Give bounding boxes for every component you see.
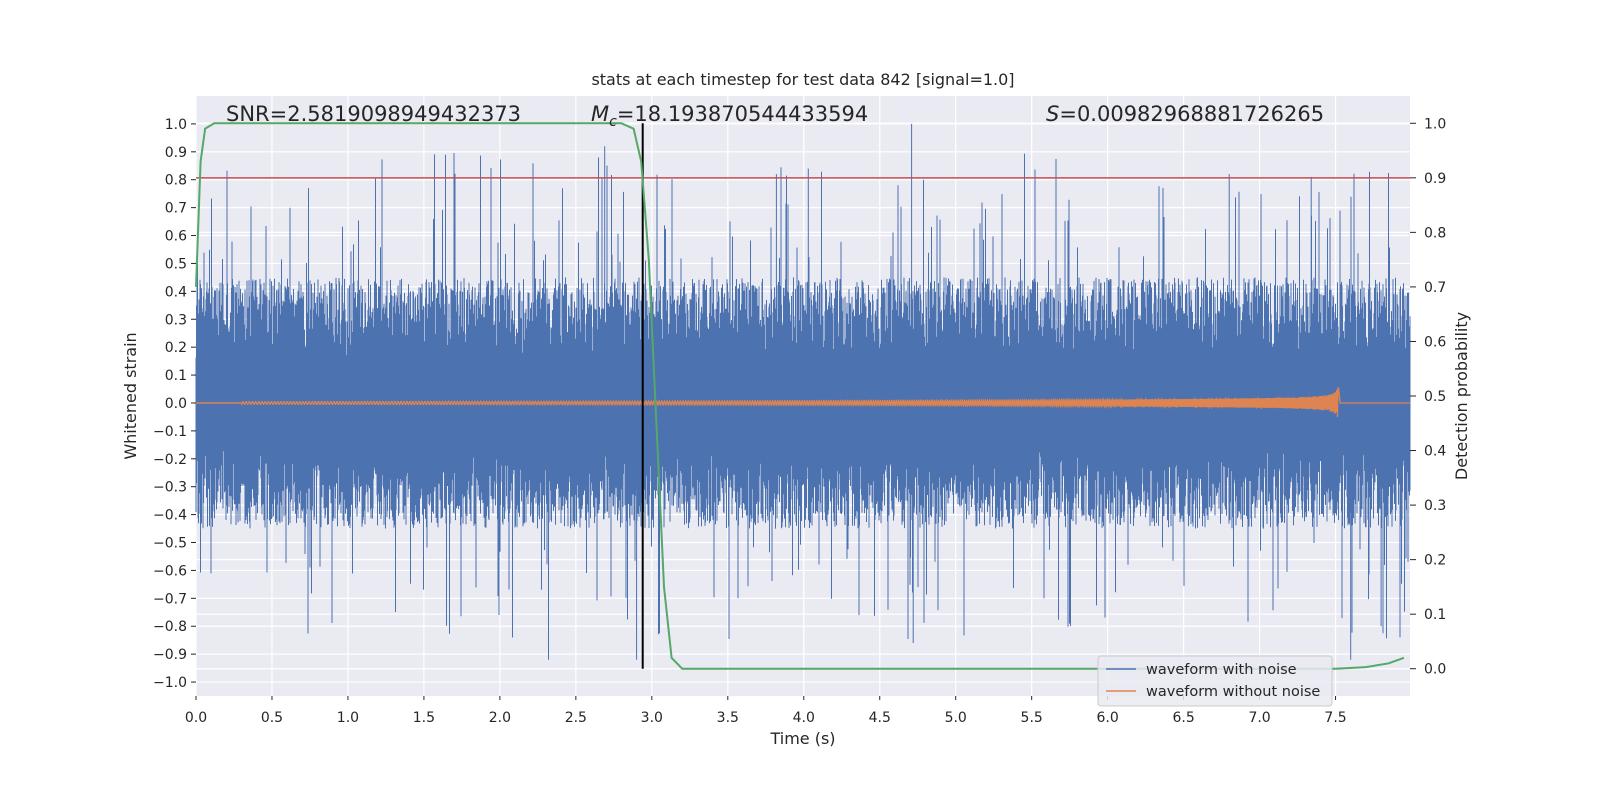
y2-tick-label: 0.4 — [1424, 444, 1446, 460]
x-tick-label: 7.5 — [1324, 710, 1346, 726]
y2-tick-label: 0.1 — [1424, 607, 1446, 623]
y-tick-label: −0.7 — [153, 591, 187, 607]
y-tick-label: 0.3 — [165, 312, 187, 328]
x-tick-label: 2.5 — [565, 710, 587, 726]
chart-title: stats at each timestep for test data 842… — [591, 70, 1014, 89]
s-value: =0.00982968881726265 — [1059, 102, 1324, 126]
x-tick-label: 6.0 — [1097, 710, 1119, 726]
s-symbol: S — [1046, 102, 1059, 126]
mc-symbol: M — [591, 102, 609, 126]
y-tick-label: 0.9 — [165, 145, 187, 161]
x-tick-label: 3.5 — [717, 710, 739, 726]
legend-label-clean: waveform without noise — [1146, 684, 1320, 700]
mc-annotation: Mc=18.193870544433594 — [591, 102, 868, 130]
y2-tick-label: 0.6 — [1424, 334, 1446, 350]
x-tick-label: 4.0 — [793, 710, 815, 726]
probability-path — [195, 122, 1405, 670]
y2-tick-label: 0.8 — [1424, 225, 1446, 241]
x-tick-label: 5.5 — [1021, 710, 1043, 726]
y-tick-label: −0.3 — [153, 480, 187, 496]
x-tick-label: 3.0 — [641, 710, 663, 726]
x-tick-label: 6.5 — [1172, 710, 1194, 726]
y2-tick-label: 0.9 — [1424, 171, 1446, 187]
y-tick-label: 0.1 — [165, 368, 187, 384]
y-tick-label: 0.7 — [165, 201, 187, 217]
y-tick-labels: 1.0 0.9 0.8 0.7 0.6 0.5 0.4 0.3 0.2 0.1 0.0 −0.1 −0.… — [153, 117, 196, 691]
y2-tick-label: 1.0 — [1424, 116, 1446, 132]
y-tick-label: −0.9 — [153, 647, 187, 663]
y-tick-label: 0.8 — [165, 173, 187, 189]
snr-annotation: SNR=2.5819098949432373 — [226, 102, 521, 126]
y2-tick-labels: 1.0 0.9 0.8 0.7 0.6 0.5 0.4 0.3 0.2 0.1 0.0 — [1410, 116, 1446, 678]
x-axis-label: Time (s) — [769, 729, 835, 748]
x-tick-labels: 0.0 0.5 1.0 1.5 2.0 2.5 3.0 3.5 4.0 4.5 5.0 5.5 6.0 6… — [185, 696, 1347, 726]
legend: waveform with noise waveform without noi… — [1097, 655, 1333, 707]
x-tick-label: 1.0 — [337, 710, 359, 726]
y-tick-label: 1.0 — [165, 117, 187, 133]
y-tick-label: 0.5 — [165, 256, 187, 272]
y2-axis-label: Detection probability — [1452, 312, 1471, 480]
y-tick-label: −0.6 — [153, 563, 187, 579]
y-tick-label: −0.5 — [153, 536, 187, 552]
mc-subscript: c — [609, 114, 617, 130]
y-tick-label: 0.4 — [165, 284, 187, 300]
x-tick-label: 1.5 — [413, 710, 435, 726]
legend-box — [1097, 655, 1333, 707]
y2-tick-label: 0.0 — [1424, 662, 1446, 678]
y2-tick-label: 0.5 — [1424, 389, 1446, 405]
y2-tick-label: 0.2 — [1424, 553, 1446, 569]
x-tick-label: 2.0 — [489, 710, 511, 726]
y-tick-label: 0.0 — [165, 396, 187, 412]
y2-tick-label: 0.7 — [1424, 280, 1446, 296]
y-tick-label: 0.6 — [165, 229, 187, 245]
x-tick-label: 0.0 — [185, 710, 207, 726]
x-tick-label: 5.0 — [945, 710, 967, 726]
y-tick-label: −0.2 — [153, 452, 187, 468]
legend-label-noise: waveform with noise — [1146, 662, 1297, 678]
x-tick-label: 7.0 — [1248, 710, 1270, 726]
y-tick-label: −0.4 — [153, 508, 187, 524]
y-tick-label: 0.2 — [165, 340, 187, 356]
series-waveform-without-noise — [195, 387, 1410, 418]
x-tick-label: 0.5 — [261, 710, 283, 726]
y-tick-label: −1.0 — [153, 675, 187, 691]
y-axis-label: Whitened strain — [121, 332, 140, 459]
y-tick-label: −0.8 — [153, 619, 187, 635]
y-tick-label: −0.1 — [153, 424, 187, 440]
mc-value: =18.193870544433594 — [617, 102, 868, 126]
s-annotation: S=0.00982968881726265 — [1046, 102, 1324, 126]
y2-tick-label: 0.3 — [1424, 498, 1446, 514]
series-detection-probability — [195, 122, 1405, 670]
x-tick-label: 4.5 — [869, 710, 891, 726]
clean-waveform-path — [195, 387, 1410, 418]
